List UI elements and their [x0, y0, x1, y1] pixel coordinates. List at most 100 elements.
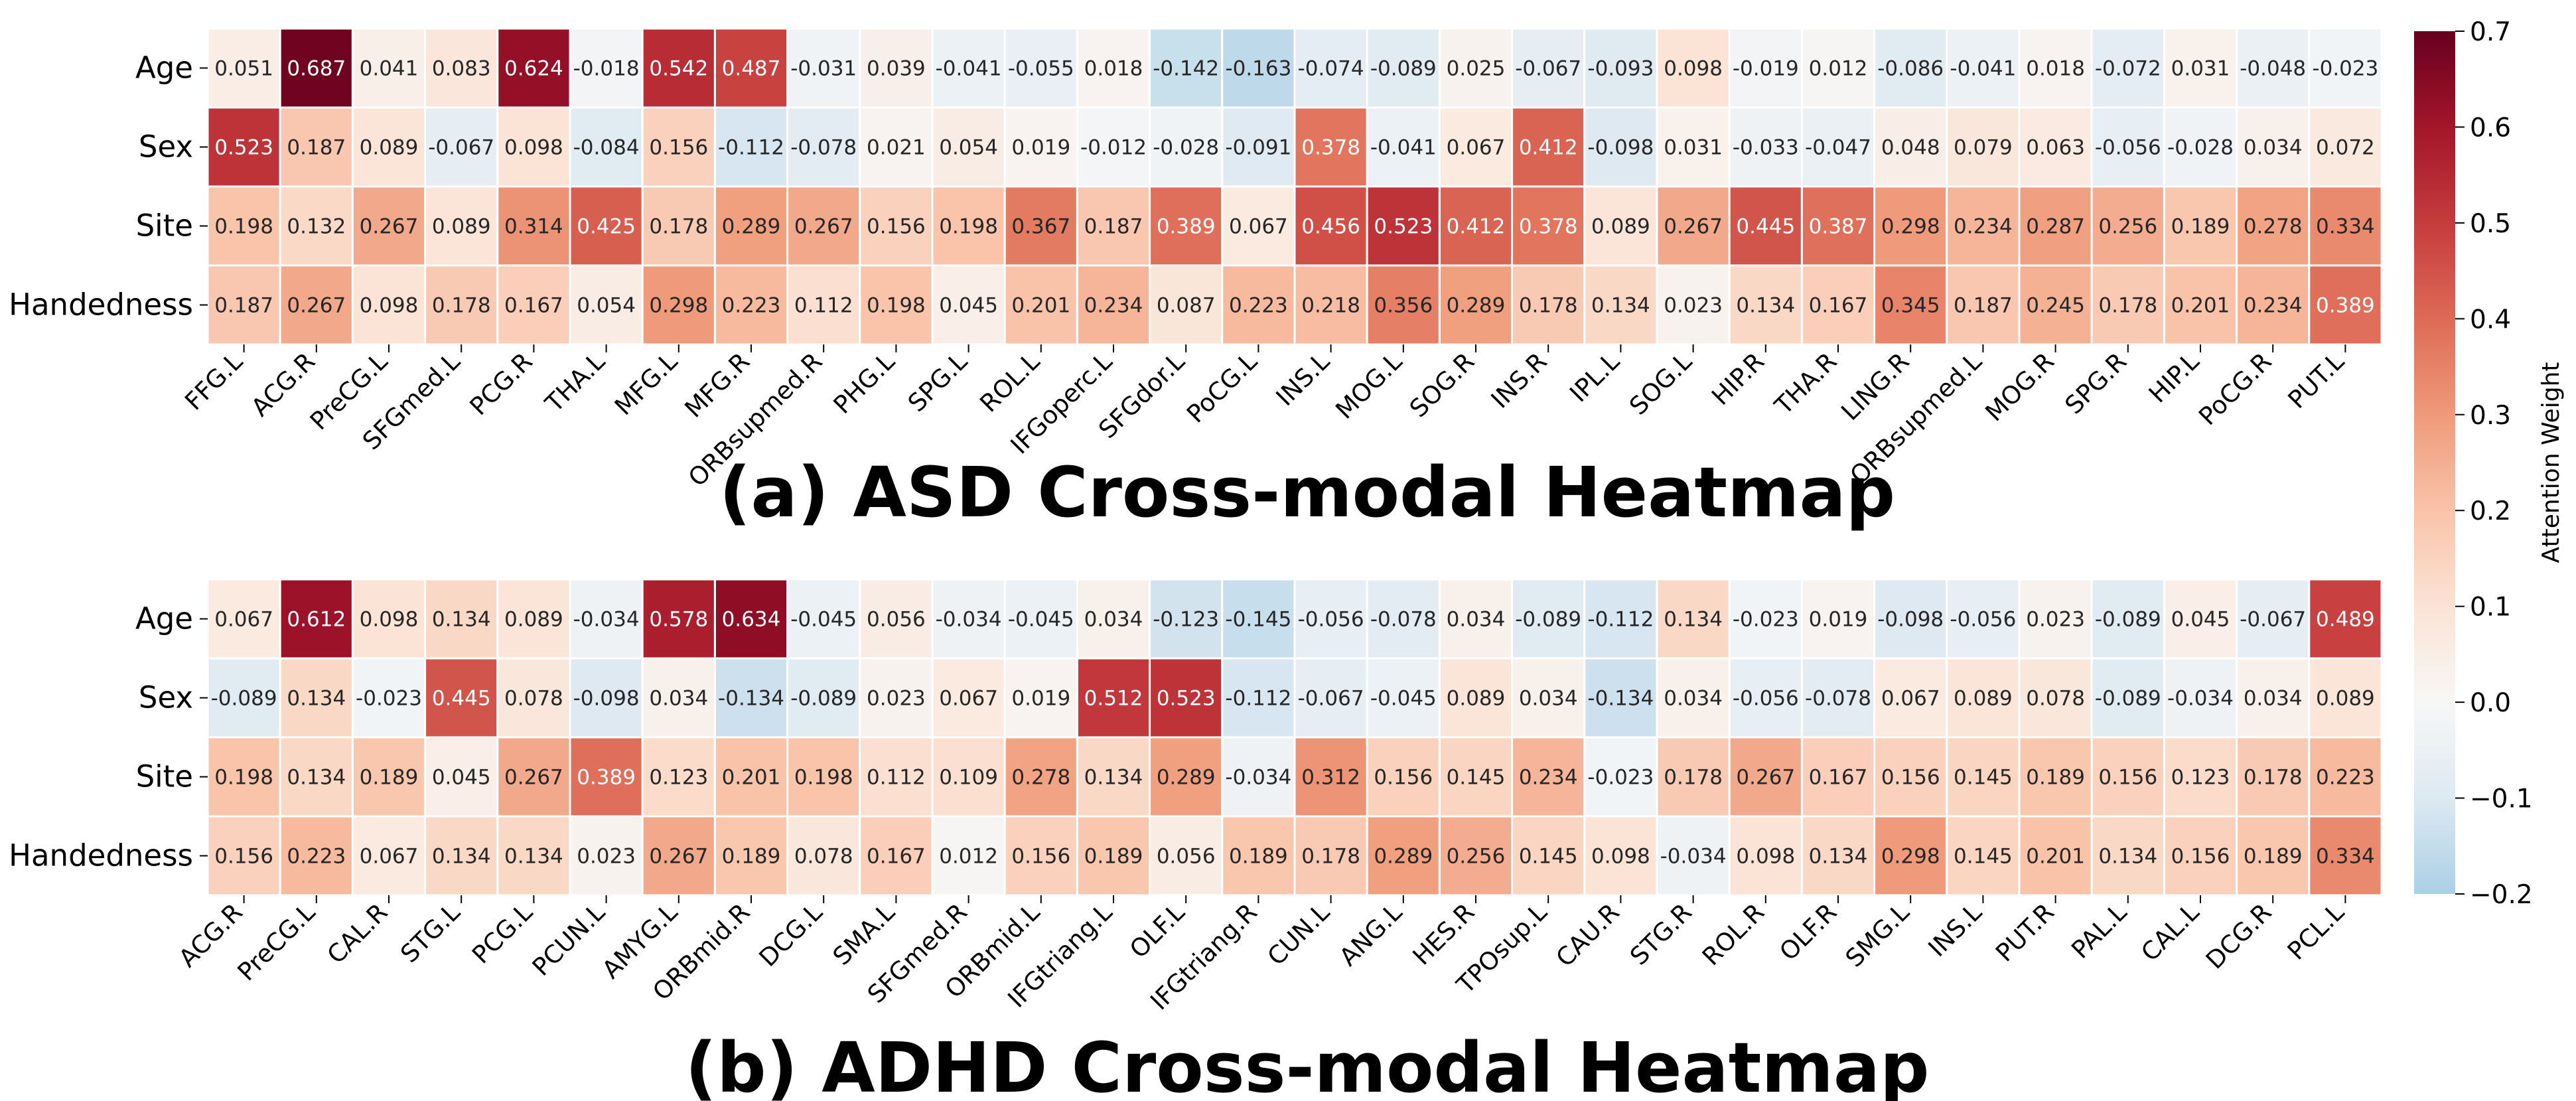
- adhd-cell: -0.123: [1149, 578, 1224, 660]
- adhd-cell: -0.078: [1800, 657, 1876, 739]
- asd-cell: 0.034: [2236, 106, 2311, 188]
- asd-cell-rect: [279, 27, 354, 109]
- asd-cell-value: 0.223: [722, 294, 781, 318]
- adhd-cell-rect: [1873, 736, 1948, 818]
- adhd-cell-rect: [279, 815, 354, 897]
- adhd-cell-value: 0.078: [794, 845, 853, 869]
- asd-cell: 0.031: [2163, 27, 2238, 109]
- asd-cell: 0.198: [931, 185, 1006, 267]
- adhd-cell-value: -0.134: [1587, 687, 1654, 711]
- asd-cell-value: 0.234: [2244, 294, 2303, 318]
- adhd-heatmap-title: (b) ADHD Cross-modal Heatmap: [685, 1027, 1930, 1101]
- asd-cell: 0.314: [496, 185, 571, 267]
- asd-cell-value: 0.112: [794, 294, 853, 318]
- adhd-cell: 0.167: [1800, 736, 1876, 818]
- adhd-cell-value: 0.134: [1084, 766, 1143, 790]
- adhd-cell-value: -0.045: [790, 608, 857, 632]
- asd-cell-rect: [2236, 264, 2311, 346]
- asd-col-label: INS.L: [1271, 347, 1335, 411]
- adhd-cell: -0.145: [1221, 578, 1296, 660]
- asd-cell: 0.487: [713, 27, 789, 109]
- adhd-cell: 0.145: [1438, 736, 1514, 818]
- asd-cell-value: 0.378: [1519, 215, 1578, 239]
- asd-cell-value: -0.012: [1080, 136, 1147, 160]
- asd-col-label: PCG.R: [465, 347, 538, 421]
- asd-row-label: Sex: [139, 129, 193, 165]
- asd-cell: 0.234: [1946, 185, 2021, 267]
- asd-cell-value: 0.267: [360, 215, 419, 239]
- adhd-col-label: PreCG.L: [232, 898, 321, 987]
- adhd-cell: 0.189: [2236, 815, 2311, 897]
- adhd-cell-value: 0.019: [1809, 608, 1868, 632]
- adhd-cell-rect: [569, 657, 644, 739]
- asd-cell-value: 0.031: [1664, 136, 1723, 160]
- asd-cell: 0.201: [1003, 264, 1078, 346]
- asd-cell-value: 0.098: [360, 294, 419, 318]
- asd-cell-rect: [1293, 185, 1368, 267]
- adhd-cell-value: 0.189: [1229, 845, 1288, 869]
- adhd-cell-rect: [1003, 657, 1078, 739]
- adhd-cell-value: 0.256: [1447, 845, 1506, 869]
- adhd-cell-rect: [1583, 578, 1658, 660]
- adhd-cell-value: 0.098: [360, 608, 419, 632]
- adhd-cell: 0.298: [1873, 815, 1948, 897]
- asd-cell-rect: [641, 264, 716, 346]
- asd-cell: -0.078: [786, 106, 861, 188]
- asd-cell-rect: [1003, 264, 1078, 346]
- asd-cell: 0.178: [641, 185, 716, 267]
- asd-cell-value: -0.028: [1153, 136, 1219, 160]
- asd-cell-rect: [859, 185, 934, 267]
- adhd-cell-value: 0.112: [867, 766, 926, 790]
- adhd-col-label: DCG.L: [754, 898, 828, 972]
- asd-cell-rect: [2236, 185, 2311, 267]
- asd-cell: 0.098: [496, 106, 571, 188]
- adhd-cell: 0.134: [2090, 815, 2165, 897]
- adhd-cell-rect: [1076, 815, 1151, 897]
- adhd-row-label: Site: [136, 759, 193, 794]
- adhd-row-label: Handedness: [9, 838, 193, 873]
- asd-cell-rect: [1583, 264, 1658, 346]
- asd-cell: 0.045: [931, 264, 1006, 346]
- asd-col-label: SOG.L: [1624, 347, 1697, 421]
- colorbar-tick-label: 0.1: [2470, 593, 2511, 623]
- adhd-cell-value: -0.089: [790, 687, 857, 711]
- adhd-cell-rect: [2018, 657, 2093, 739]
- asd-cell-value: 0.019: [1011, 136, 1070, 160]
- adhd-cell-value: 0.134: [287, 687, 346, 711]
- adhd-cell-rect: [1293, 815, 1368, 897]
- adhd-cell-value: 0.578: [649, 608, 708, 632]
- adhd-cell-rect: [1076, 657, 1151, 739]
- adhd-cell: 0.034: [641, 657, 716, 739]
- adhd-cell-rect: [1656, 578, 1731, 660]
- adhd-col-label: PCL.L: [2282, 898, 2350, 966]
- asd-cell: 0.021: [859, 106, 934, 188]
- asd-cell-rect: [1800, 106, 1876, 188]
- asd-cell-value: 0.187: [214, 294, 273, 318]
- asd-cell: -0.028: [2163, 106, 2238, 188]
- adhd-cell-value: 0.156: [1881, 766, 1940, 790]
- asd-cell-value: 0.267: [794, 215, 853, 239]
- asd-cell-value: 0.134: [1736, 294, 1795, 318]
- asd-cell-value: -0.112: [718, 136, 784, 160]
- adhd-cell-rect: [641, 815, 716, 897]
- adhd-cell-rect: [1293, 736, 1368, 818]
- adhd-cell-rect: [713, 657, 789, 739]
- adhd-col-label: CAL.L: [2135, 898, 2204, 967]
- asd-cell-value: 0.063: [2026, 136, 2085, 160]
- adhd-cell: 0.034: [1656, 657, 1731, 739]
- adhd-cell-value: 0.156: [2098, 766, 2157, 790]
- asd-cell-value: 0.167: [1809, 294, 1868, 318]
- adhd-cell: 0.067: [351, 815, 427, 897]
- asd-cell-value: 0.289: [722, 215, 781, 239]
- colorbar-tick-label: 0.3: [2470, 401, 2511, 431]
- adhd-cell-value: 0.523: [1157, 687, 1216, 711]
- asd-cell: 0.234: [2236, 264, 2311, 346]
- adhd-cell: -0.112: [1221, 657, 1296, 739]
- adhd-cell-value: 0.034: [1084, 608, 1143, 632]
- asd-cell-value: 0.134: [1591, 294, 1650, 318]
- asd-cell: 0.156: [641, 106, 716, 188]
- asd-cell-value: -0.078: [790, 136, 857, 160]
- asd-cell-rect: [1149, 185, 1224, 267]
- asd-cell-rect: [1511, 106, 1586, 188]
